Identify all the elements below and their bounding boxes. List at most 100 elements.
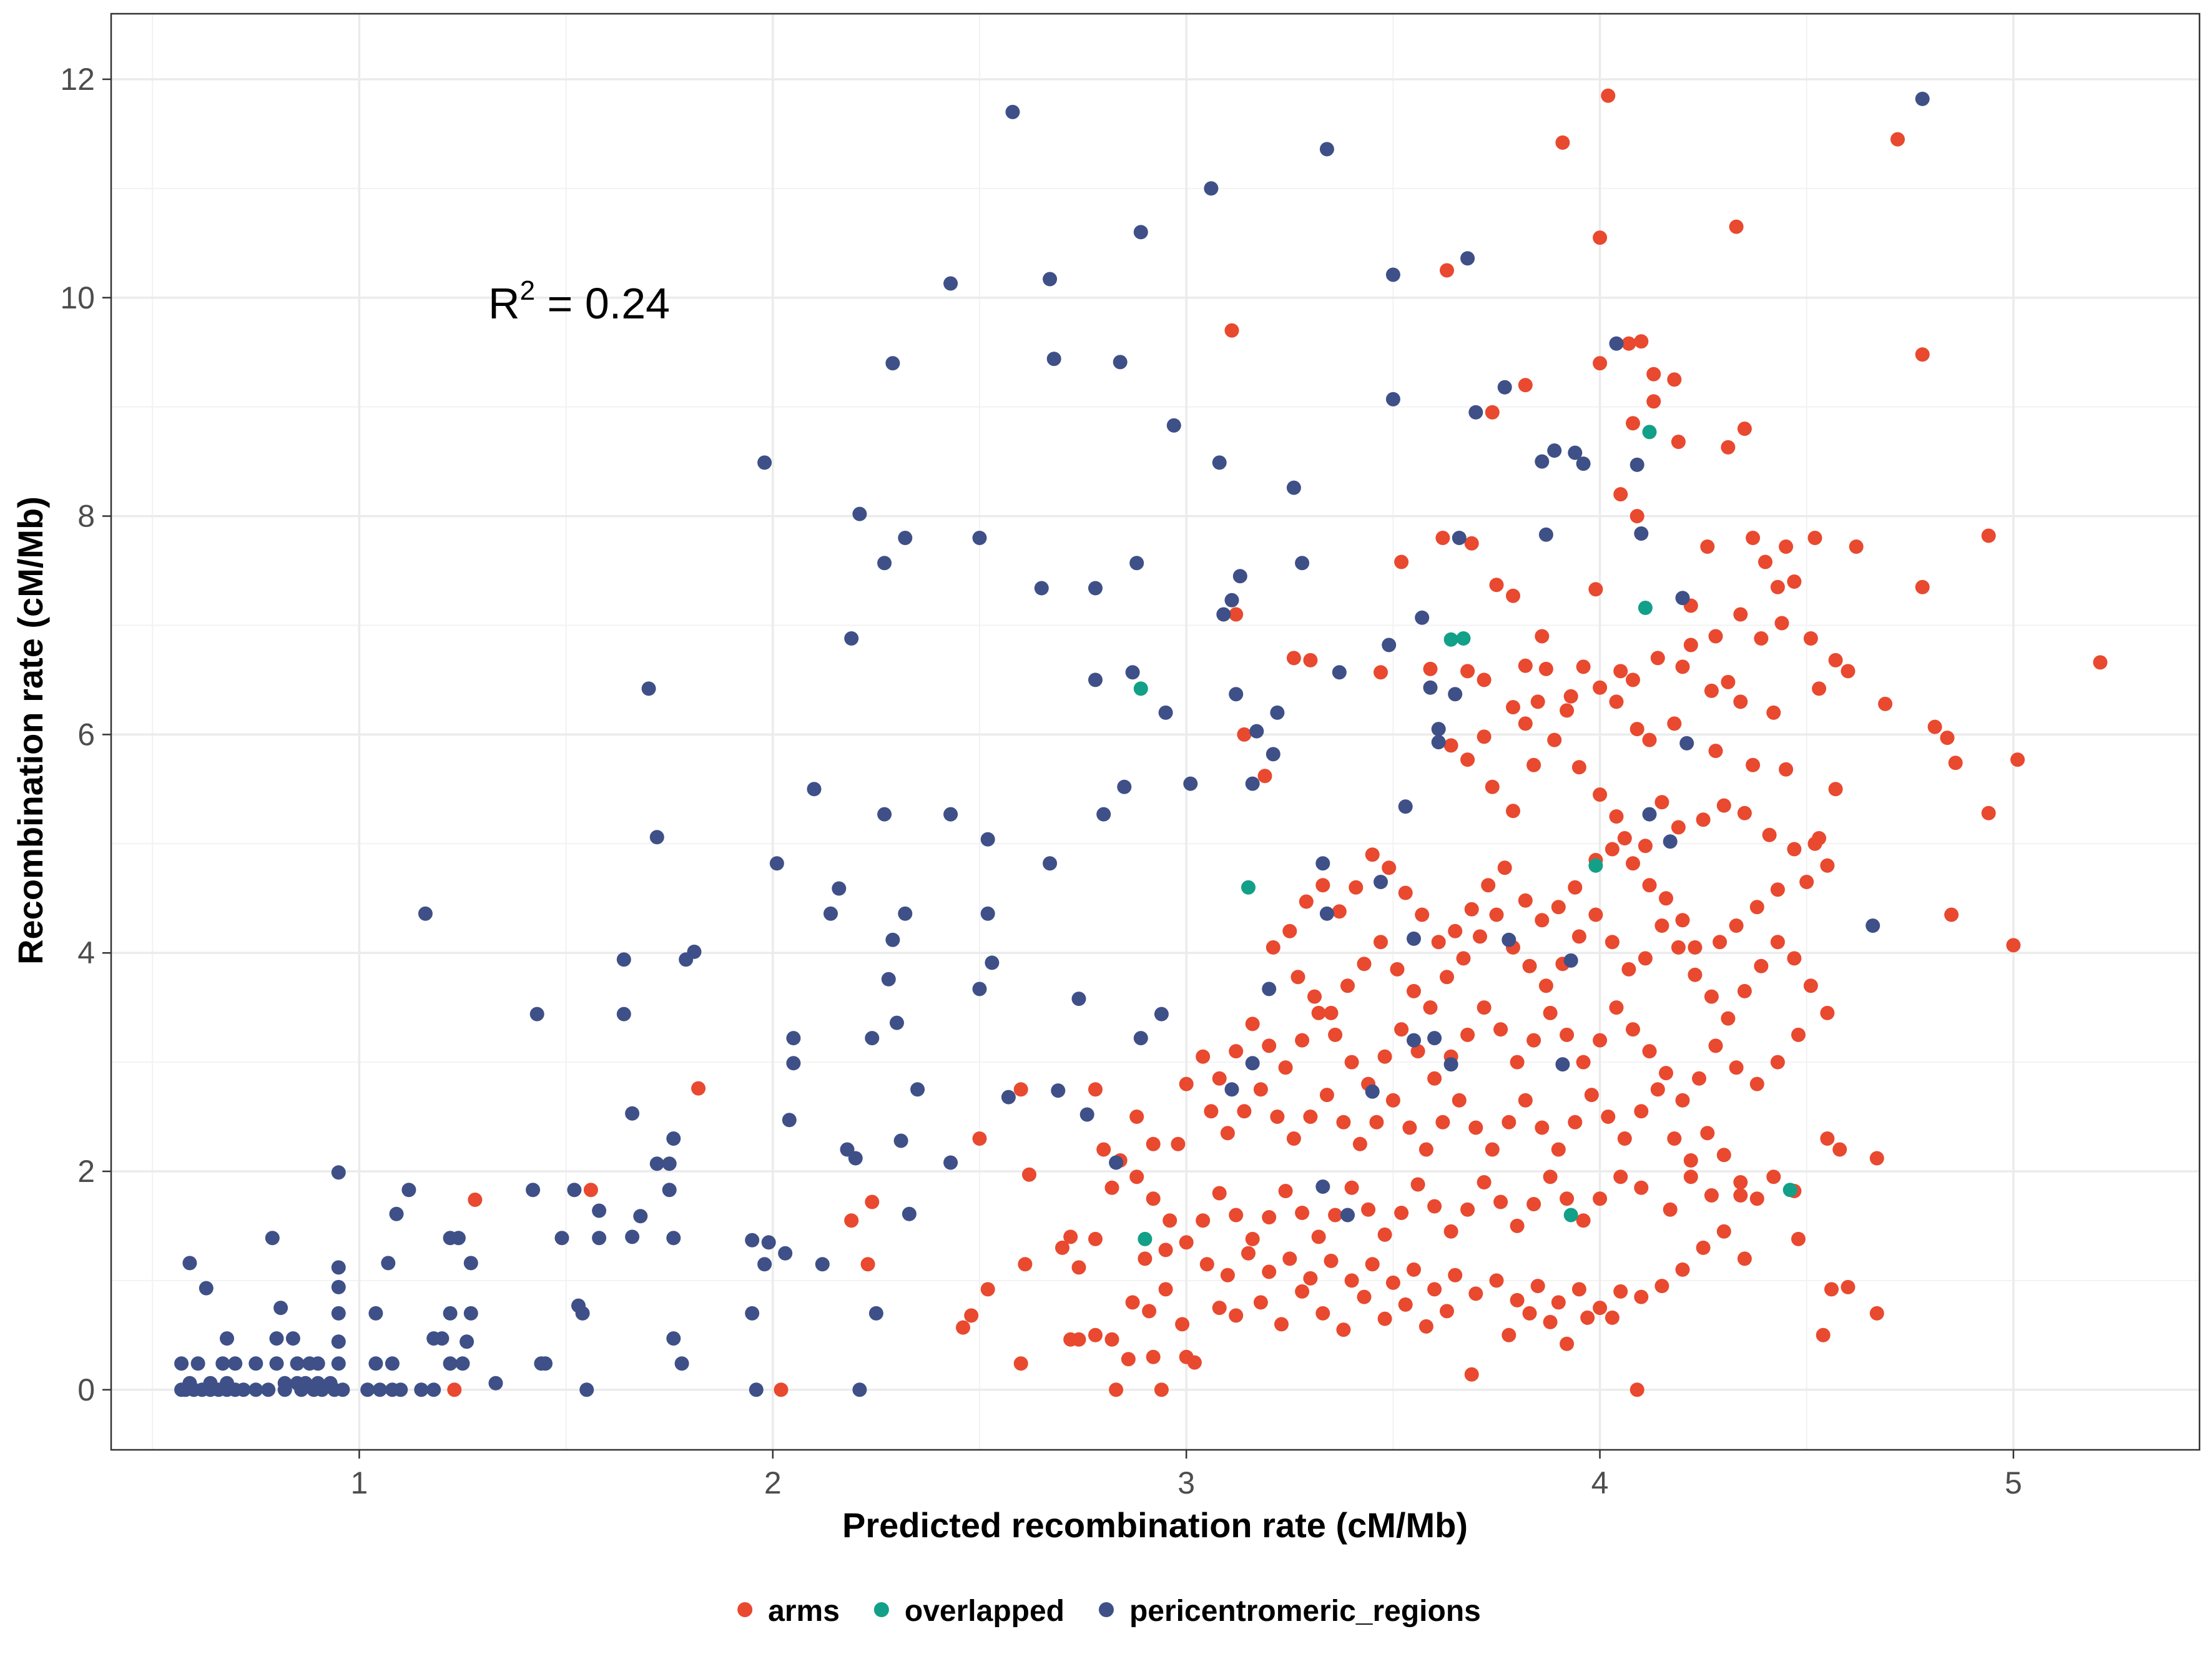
- data-point: [1311, 1005, 1326, 1020]
- data-point: [1807, 531, 1822, 545]
- data-point: [1278, 1184, 1293, 1198]
- minor-gridlines: [111, 14, 2200, 1450]
- data-point: [1344, 1055, 1359, 1070]
- data-point: [1427, 1282, 1442, 1297]
- data-point: [1229, 1208, 1244, 1223]
- y-tick-label: 2: [77, 1154, 95, 1189]
- data-point: [1328, 1208, 1343, 1223]
- data-point: [1770, 882, 1785, 897]
- data-point: [331, 1356, 346, 1371]
- data-point: [1241, 880, 1256, 895]
- data-point: [1571, 929, 1586, 944]
- data-point: [1460, 1202, 1475, 1217]
- data-point: [1518, 658, 1533, 673]
- data-point: [1013, 1082, 1028, 1097]
- data-point: [1266, 940, 1281, 955]
- data-point: [1477, 1000, 1492, 1015]
- data-point: [1344, 1273, 1359, 1288]
- data-point: [1183, 776, 1198, 791]
- data-point: [1841, 664, 1856, 679]
- data-point: [877, 556, 892, 571]
- data-point: [1696, 812, 1711, 827]
- data-point: [1452, 1093, 1467, 1108]
- annotation-superscript: 2: [520, 275, 535, 306]
- plot-panel-border: [110, 12, 2201, 1451]
- data-point: [1324, 1253, 1339, 1268]
- data-point: [1538, 978, 1553, 993]
- data-point: [294, 1382, 309, 1397]
- data-point: [1311, 1229, 1326, 1244]
- data-point: [1576, 659, 1591, 674]
- data-point: [1315, 1306, 1330, 1321]
- data-point: [1324, 1005, 1339, 1020]
- data-point: [1410, 1044, 1425, 1059]
- data-point: [1593, 680, 1608, 695]
- data-point: [1510, 1292, 1525, 1307]
- data-point: [1117, 779, 1132, 794]
- data-point: [1407, 1262, 1421, 1277]
- data-point: [1770, 579, 1785, 594]
- data-point: [761, 1235, 776, 1250]
- data-point: [1290, 970, 1305, 985]
- data-point: [956, 1320, 970, 1335]
- data-point: [1749, 900, 1764, 915]
- data-point: [335, 1382, 350, 1397]
- data-point: [1220, 1126, 1235, 1141]
- data-point: [190, 1356, 205, 1371]
- data-point: [215, 1356, 230, 1371]
- data-point: [1518, 378, 1533, 393]
- data-point: [1543, 1005, 1558, 1020]
- data-point: [1787, 951, 1802, 966]
- data-point: [1315, 856, 1330, 871]
- data-point: [1390, 962, 1405, 977]
- data-point: [1071, 1260, 1086, 1275]
- data-point: [1609, 694, 1624, 709]
- data-point: [1142, 1304, 1157, 1319]
- data-point: [310, 1356, 325, 1371]
- data-point: [815, 1257, 830, 1272]
- data-point: [774, 1382, 789, 1397]
- data-point: [1303, 652, 1318, 667]
- data-point: [1096, 1142, 1111, 1157]
- data-point: [1568, 880, 1583, 895]
- data-point: [1737, 1251, 1752, 1266]
- data-point: [1088, 1327, 1103, 1342]
- data-point: [592, 1231, 607, 1246]
- data-point: [1733, 607, 1748, 622]
- data-point: [1650, 1082, 1665, 1097]
- data-point: [1621, 336, 1636, 351]
- data-point: [807, 782, 822, 797]
- data-point: [1394, 554, 1409, 569]
- data-point: [248, 1356, 263, 1371]
- data-point: [1721, 674, 1736, 689]
- data-point: [1721, 1011, 1736, 1026]
- data-point: [782, 1113, 797, 1128]
- data-point: [1460, 752, 1475, 767]
- data-point: [691, 1081, 706, 1096]
- data-point: [1683, 1169, 1698, 1184]
- data-point: [1138, 1231, 1153, 1246]
- data-point: [460, 1334, 474, 1349]
- data-point: [1443, 632, 1458, 647]
- data-point: [1518, 1093, 1533, 1108]
- data-point: [1733, 1175, 1748, 1189]
- data-point: [1630, 722, 1644, 737]
- data-point: [1232, 569, 1247, 584]
- data-point: [1468, 405, 1483, 420]
- data-point: [1555, 135, 1570, 150]
- data-point: [1576, 456, 1591, 471]
- data-point: [1630, 1382, 1644, 1397]
- data-point: [1650, 651, 1665, 666]
- data-point: [1824, 1282, 1839, 1297]
- data-point: [985, 955, 1000, 970]
- data-point: [1319, 142, 1334, 157]
- data-point: [1568, 445, 1583, 460]
- data-point: [1634, 1104, 1649, 1119]
- data-point: [1721, 440, 1736, 455]
- data-point: [1088, 1231, 1103, 1246]
- data-point: [1274, 1317, 1289, 1332]
- data-point: [1245, 1017, 1260, 1031]
- data-point: [1547, 443, 1562, 458]
- data-point: [1613, 1169, 1628, 1184]
- data-point: [451, 1231, 466, 1246]
